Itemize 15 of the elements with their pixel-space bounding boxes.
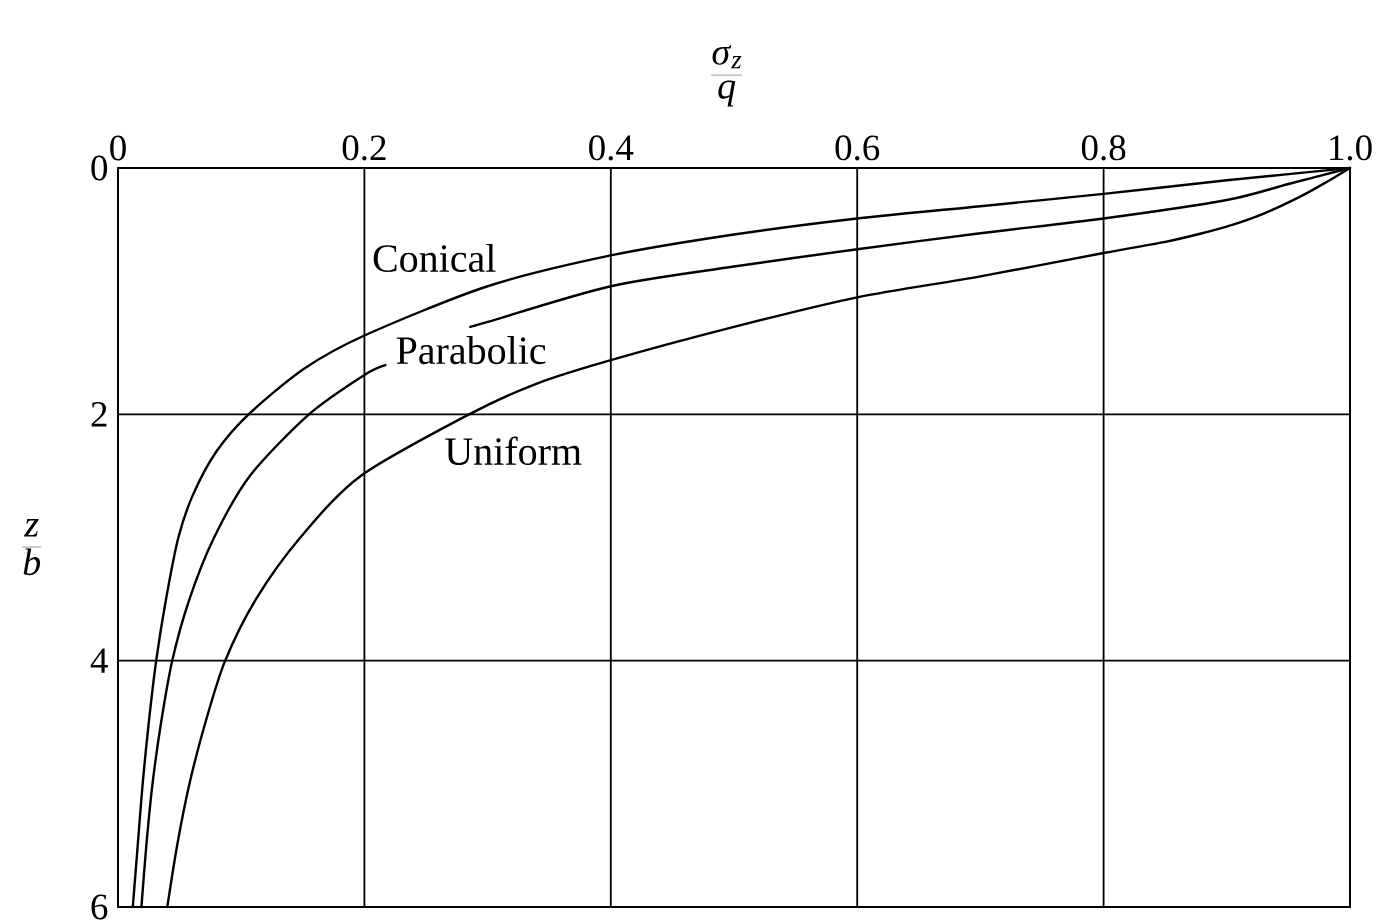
y-tick-label: 0 [91, 155, 108, 181]
series-label: Conical [373, 243, 496, 273]
x-tick-label: 0 [110, 135, 126, 161]
series-label: Uniform [445, 436, 582, 466]
x-tick-label: 0.2 [342, 135, 386, 161]
x-tick-label: 0.6 [835, 135, 880, 161]
y-tick-label: 2 [91, 402, 107, 427]
x-tick-label: 1.0 [1330, 135, 1372, 161]
y-tick-label: 4 [90, 648, 108, 673]
y-axis-title: $\frac{z}{b}$ [22, 519, 42, 576]
x-tick-label: 0.4 [589, 135, 634, 161]
x-tick-label: 0.8 [1081, 135, 1126, 161]
y-tick-label: 6 [91, 894, 108, 920]
x-axis-title: $\frac{\sigma_z}{q}$ [711, 44, 743, 107]
series-label: Parabolic [396, 336, 546, 365]
